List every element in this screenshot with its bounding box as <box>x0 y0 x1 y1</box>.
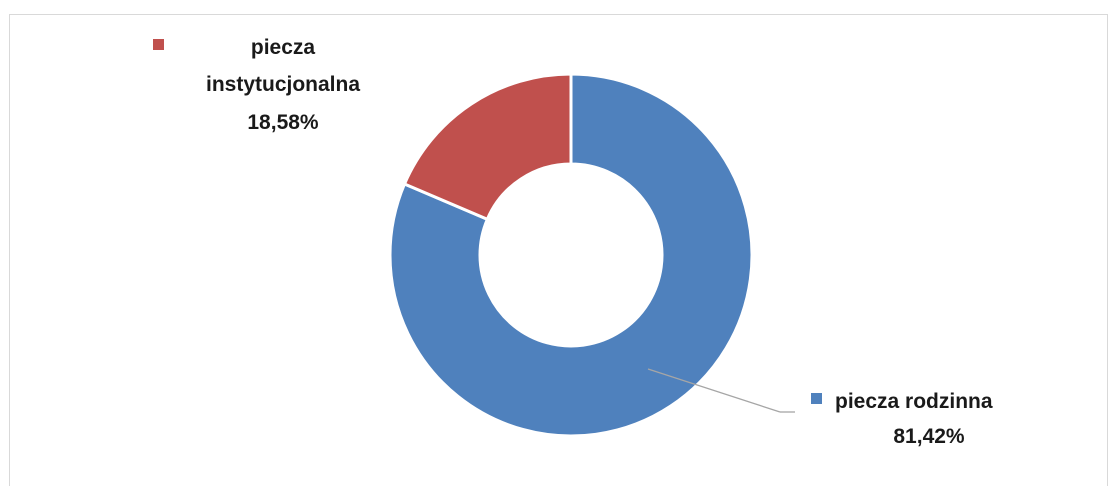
slice-piecza-instytucjonalna <box>402 72 573 222</box>
label-marker-piecza-instytucjonalna <box>153 39 164 50</box>
slice-piecza-rodzinna <box>388 72 754 438</box>
slices <box>388 72 754 438</box>
leader-line-piecza-rodzinna <box>647 368 781 413</box>
data-label-piecza-instytucjonalna-name-line1: piecza <box>251 36 316 59</box>
data-label-piecza-rodzinna-name: piecza rodzinna <box>835 390 993 413</box>
label-marker-piecza-rodzinna <box>811 393 822 404</box>
data-label-piecza-rodzinna-value: 81,42% <box>893 425 965 448</box>
data-label-piecza-instytucjonalna-value: 18,58% <box>247 111 319 134</box>
data-label-piecza-instytucjonalna-name-line2: instytucjonalna <box>206 73 360 96</box>
